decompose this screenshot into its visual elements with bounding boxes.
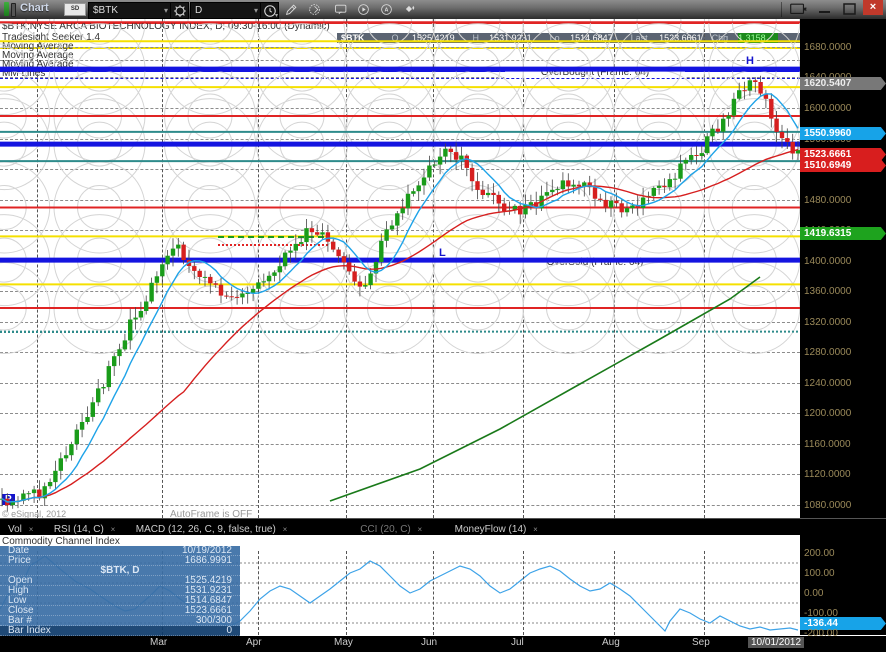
svg-text:A: A	[385, 8, 389, 14]
